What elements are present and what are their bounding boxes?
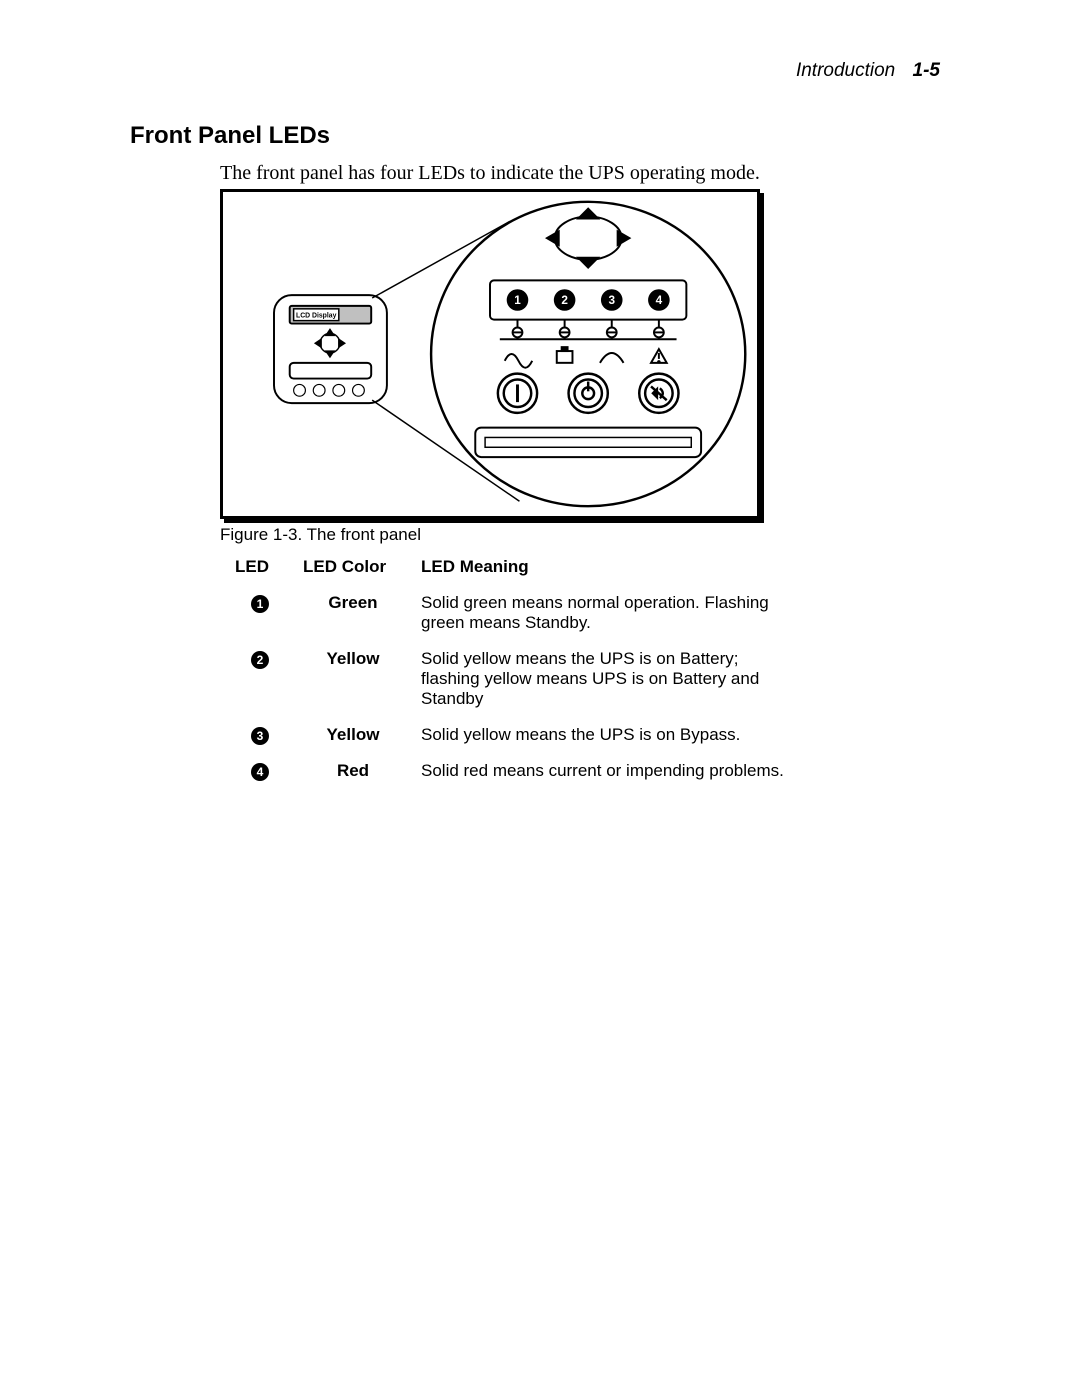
- page: Introduction 1-5 Front Panel LEDs The fr…: [0, 0, 1080, 1397]
- led-callout-4: 4: [656, 294, 663, 307]
- led-callout-3: 3: [608, 294, 615, 307]
- row-4-meaning: Solid red means current or impending pro…: [421, 755, 819, 791]
- figure-front-panel: LCD Display: [220, 189, 760, 519]
- table-row: 3 Yellow Solid yellow means the UPS is o…: [235, 719, 819, 755]
- figure-caption: Figure 1-3. The front panel: [220, 525, 950, 545]
- panel-small: LCD Display: [274, 295, 387, 403]
- section-title: Front Panel LEDs: [130, 122, 950, 150]
- row-3-meaning: Solid yellow means the UPS is on Bypass.: [421, 719, 819, 755]
- row-1-meaning: Solid green means normal operation. Flas…: [421, 587, 819, 643]
- led-table: LED LED Color LED Meaning 1 Green Solid …: [235, 553, 819, 791]
- lcd-label: LCD Display: [296, 313, 337, 320]
- row-2-color: Yellow: [303, 643, 421, 719]
- table-row: 1 Green Solid green means normal operati…: [235, 587, 819, 643]
- running-header: Introduction 1-5: [130, 60, 950, 82]
- header-section: Introduction: [796, 60, 895, 81]
- table-row: 2 Yellow Solid yellow means the UPS is o…: [235, 643, 819, 719]
- th-color: LED Color: [303, 553, 421, 587]
- row-2-num: 2: [251, 651, 269, 669]
- led-callout-1: 1: [514, 294, 521, 307]
- row-2-meaning: Solid yellow means the UPS is on Battery…: [421, 643, 819, 719]
- row-1-num: 1: [251, 595, 269, 613]
- row-1-color: Green: [303, 587, 421, 643]
- big-buttons: [498, 374, 679, 413]
- table-header-row: LED LED Color LED Meaning: [235, 553, 819, 587]
- intro-text: The front panel has four LEDs to indicat…: [220, 162, 950, 185]
- row-4-num: 4: [251, 763, 269, 781]
- header-page-number: 1-5: [913, 60, 940, 81]
- row-3-num: 3: [251, 727, 269, 745]
- row-4-color: Red: [303, 755, 421, 791]
- th-meaning: LED Meaning: [421, 553, 819, 587]
- led-callout-2: 2: [561, 294, 568, 307]
- table-row: 4 Red Solid red means current or impendi…: [235, 755, 819, 791]
- figure-svg: LCD Display: [223, 192, 757, 516]
- row-3-color: Yellow: [303, 719, 421, 755]
- th-led: LED: [235, 553, 303, 587]
